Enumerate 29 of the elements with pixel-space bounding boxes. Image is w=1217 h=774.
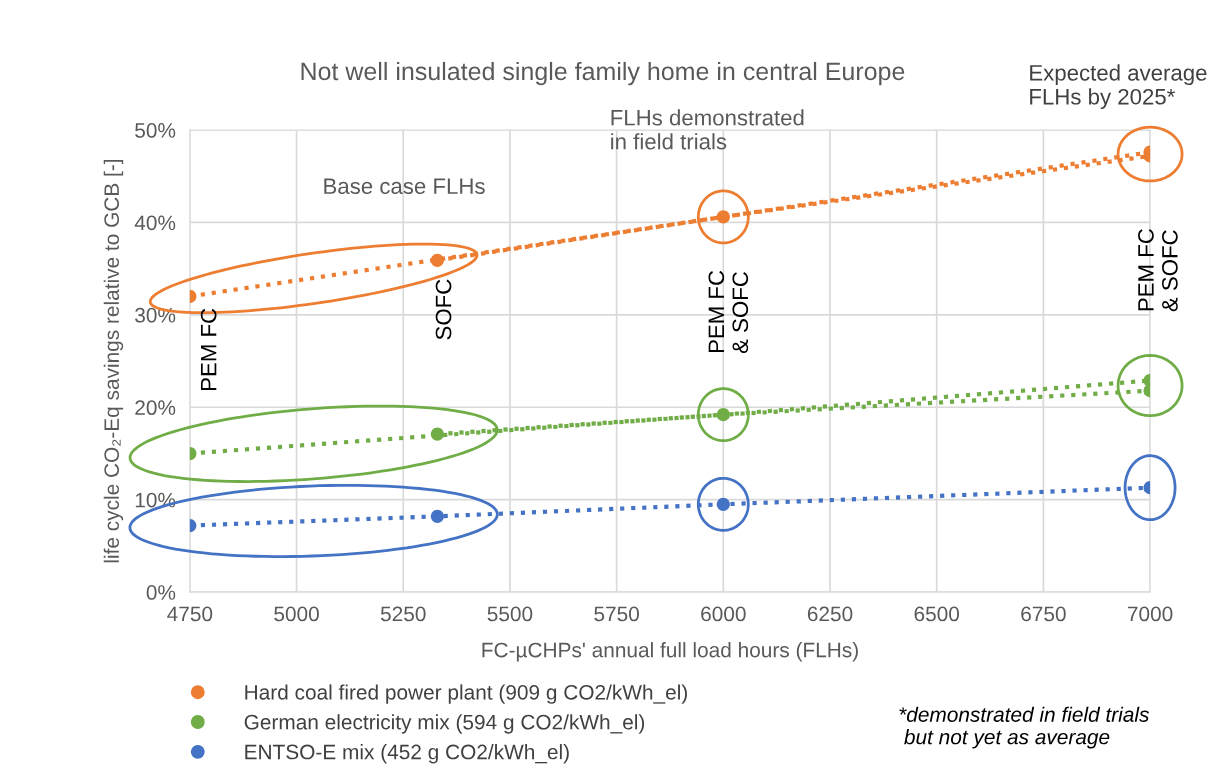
- y-tick-label: 50%: [135, 123, 176, 138]
- x-tick-label: 6750: [1021, 606, 1066, 622]
- annotation: FLHs demonstrated in field trials: [611, 109, 804, 150]
- text: Expected average FLHs by 2025*: [1030, 64, 1207, 110]
- y-tick-label: 20%: [135, 400, 176, 416]
- annotation: Base case FLHs: [324, 178, 485, 195]
- annotation: PEM FC & SOFC: [708, 270, 749, 354]
- x-tick-label: 6500: [914, 606, 960, 622]
- legend-label: ENTSO-E mix (452 g CO2/kWh_el): [245, 744, 569, 764]
- legend-label: Hard coal fired power plant (909 g CO2/kWh_el): [245, 684, 687, 704]
- chart-title: Not well insulated single family home in central Europe: [301, 61, 905, 86]
- annotation: SOFC: [435, 279, 452, 340]
- x-tick-label: 7000: [1127, 606, 1173, 622]
- text: *demonstrated in field trials but not yet as average: [899, 706, 1149, 749]
- y-axis-title: life cycle CO₂-Eq savings relative to GCB [-]: [103, 159, 124, 563]
- x-axis-title: FC-µCHPs' annual full load hours (FLHs): [482, 642, 858, 662]
- y-tick-label: 10%: [135, 492, 176, 508]
- x-tick-label: 5750: [594, 606, 639, 622]
- x-tick-label: 6000: [701, 606, 746, 622]
- x-tick-label: 5250: [380, 606, 426, 622]
- x-tick-label: 5000: [274, 606, 319, 622]
- annotation: PEM FC: [200, 308, 217, 390]
- legend-label: German electricity mix (594 g CO2/kWh_el): [244, 714, 645, 734]
- y-tick-label: 0%: [146, 585, 176, 600]
- x-tick-label: 5500: [487, 606, 533, 622]
- annotation: PEM FC & SOFC: [1138, 229, 1178, 312]
- x-tick-label: 6250: [807, 606, 853, 622]
- y-tick-label: 40%: [134, 215, 176, 231]
- x-tick-label: 4750: [167, 606, 213, 622]
